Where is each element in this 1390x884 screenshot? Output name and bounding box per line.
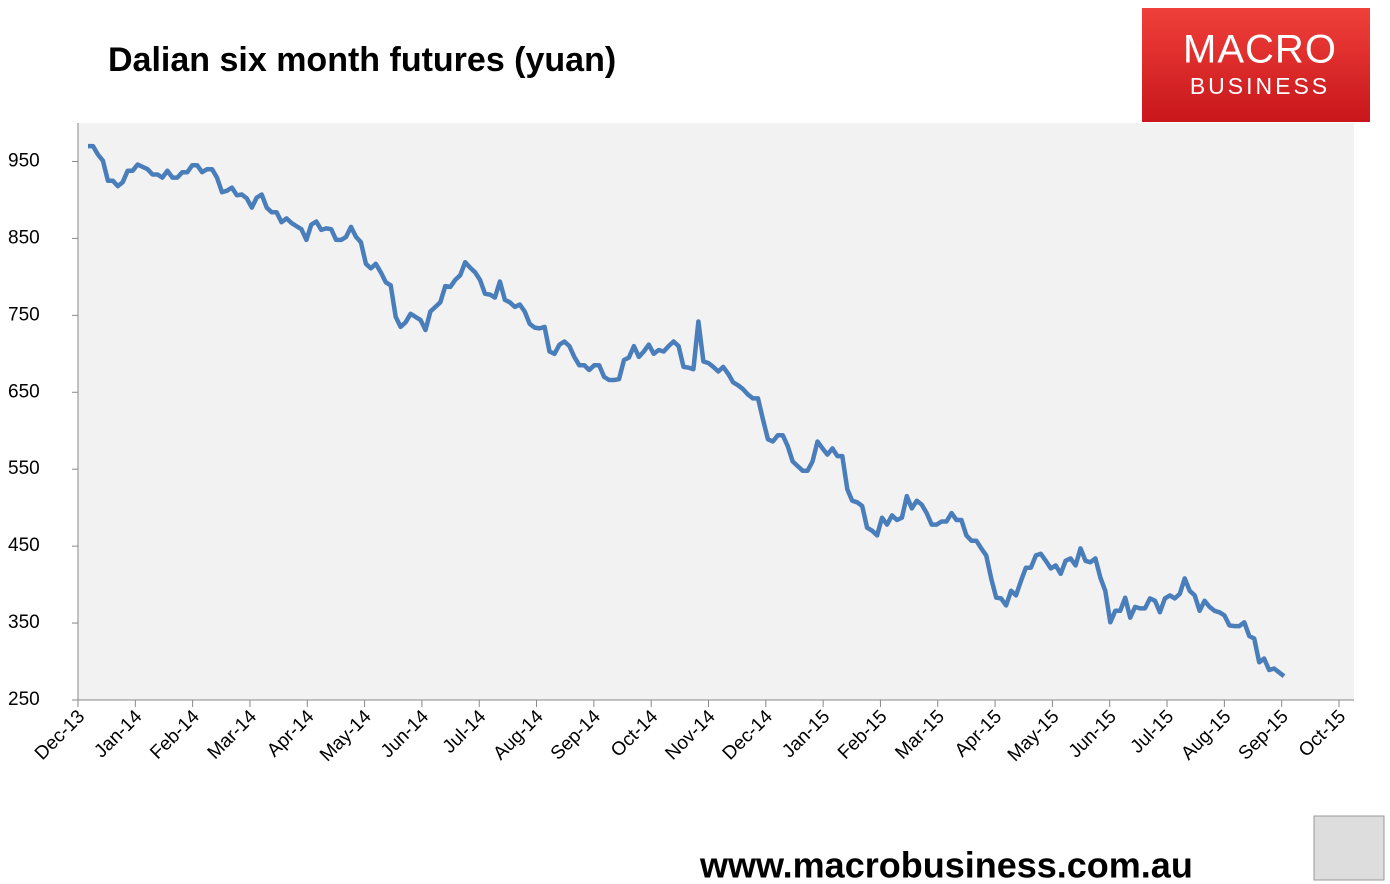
fox-icon: [1313, 815, 1385, 881]
x-tick-label: Apr-15: [951, 706, 1006, 761]
logo-box: [1142, 8, 1370, 122]
x-tick-label: Aug-14: [489, 706, 547, 764]
plot-area: [78, 123, 1354, 700]
line-series: [88, 143, 1286, 678]
x-tick-label: Dec-13: [31, 706, 89, 764]
x-tick-label: Feb-14: [146, 706, 204, 764]
x-tick-label: Jul-14: [439, 706, 491, 758]
x-tick-label: Mar-15: [891, 706, 948, 763]
y-tick-label: 650: [8, 381, 40, 402]
y-tick-label: 950: [8, 150, 40, 171]
x-tick-label: May-14: [316, 706, 376, 766]
x-tick-label: Jun-15: [1065, 706, 1121, 762]
x-tick-label: Aug-15: [1177, 706, 1235, 764]
x-tick-label: Sep-15: [1235, 706, 1293, 764]
chart-title: Dalian six month futures (yuan): [108, 41, 616, 79]
x-tick-label: Sep-14: [547, 706, 605, 764]
footer-url: www.macrobusiness.com.au: [699, 845, 1193, 884]
y-tick-label: 250: [8, 689, 40, 710]
x-tick-label: Nov-14: [661, 706, 719, 764]
y-tick-label: 850: [8, 227, 40, 248]
x-tick-label: Mar-14: [204, 706, 262, 764]
x-tick-label: May-15: [1004, 706, 1064, 766]
logo-text: MACRO: [1183, 28, 1337, 72]
x-tick-label: Apr-14: [263, 706, 318, 761]
y-tick-label: 550: [8, 458, 40, 479]
y-tick-label: 450: [8, 535, 40, 556]
x-tick-label: Jan-15: [778, 706, 834, 762]
y-tick-label: 350: [8, 612, 40, 633]
x-tick-label: Oct-15: [1295, 706, 1350, 761]
y-tick-label: 750: [8, 304, 40, 325]
x-tick-label: Feb-15: [834, 706, 891, 763]
x-tick-label: Dec-14: [719, 706, 777, 764]
x-tick-label: Oct-14: [607, 706, 662, 761]
x-tick-label: Jan-14: [90, 706, 146, 762]
x-tick-label: Jul-15: [1127, 706, 1178, 757]
x-tick-label: Jun-14: [377, 706, 433, 762]
logo-text: BUSINESS: [1190, 73, 1330, 99]
